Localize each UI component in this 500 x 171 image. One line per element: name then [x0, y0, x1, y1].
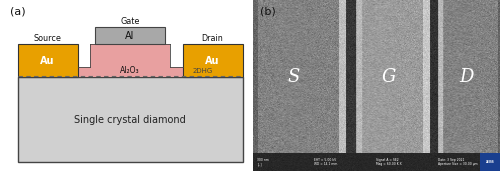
Text: Single crystal diamond: Single crystal diamond [74, 115, 186, 125]
Bar [78, 67, 90, 77]
Text: Al₂O₃: Al₂O₃ [120, 67, 140, 75]
Text: (a): (a) [10, 7, 26, 17]
Bar [18, 44, 78, 77]
Text: Gate: Gate [120, 17, 140, 26]
Text: Date: 3 Sep 2021
Aperture Size = 30.00 μm: Date: 3 Sep 2021 Aperture Size = 30.00 μ… [438, 158, 478, 166]
Text: Source: Source [34, 34, 62, 43]
Text: EHT = 5.00 kV
WD = 14.1 mm: EHT = 5.00 kV WD = 14.1 mm [314, 158, 338, 166]
Text: Al: Al [126, 31, 134, 41]
Bar [480, 153, 500, 171]
Text: D: D [460, 68, 474, 86]
Text: Au: Au [40, 56, 55, 66]
Bar [170, 67, 182, 77]
Text: (b): (b) [260, 7, 276, 17]
Bar [18, 77, 242, 162]
Text: Au: Au [206, 56, 220, 66]
Bar [90, 44, 170, 77]
Text: 2DHG: 2DHG [192, 68, 213, 74]
Text: Drain: Drain [202, 34, 224, 43]
Bar [182, 44, 242, 77]
Text: 300 nm
[--]: 300 nm [--] [258, 158, 269, 166]
Text: G: G [382, 68, 396, 86]
Text: Signal A = SE2
Mag = 60.00 K X: Signal A = SE2 Mag = 60.00 K X [376, 158, 402, 166]
Text: S: S [288, 68, 300, 86]
Text: ZEISS: ZEISS [486, 160, 494, 164]
Bar [95, 27, 165, 44]
